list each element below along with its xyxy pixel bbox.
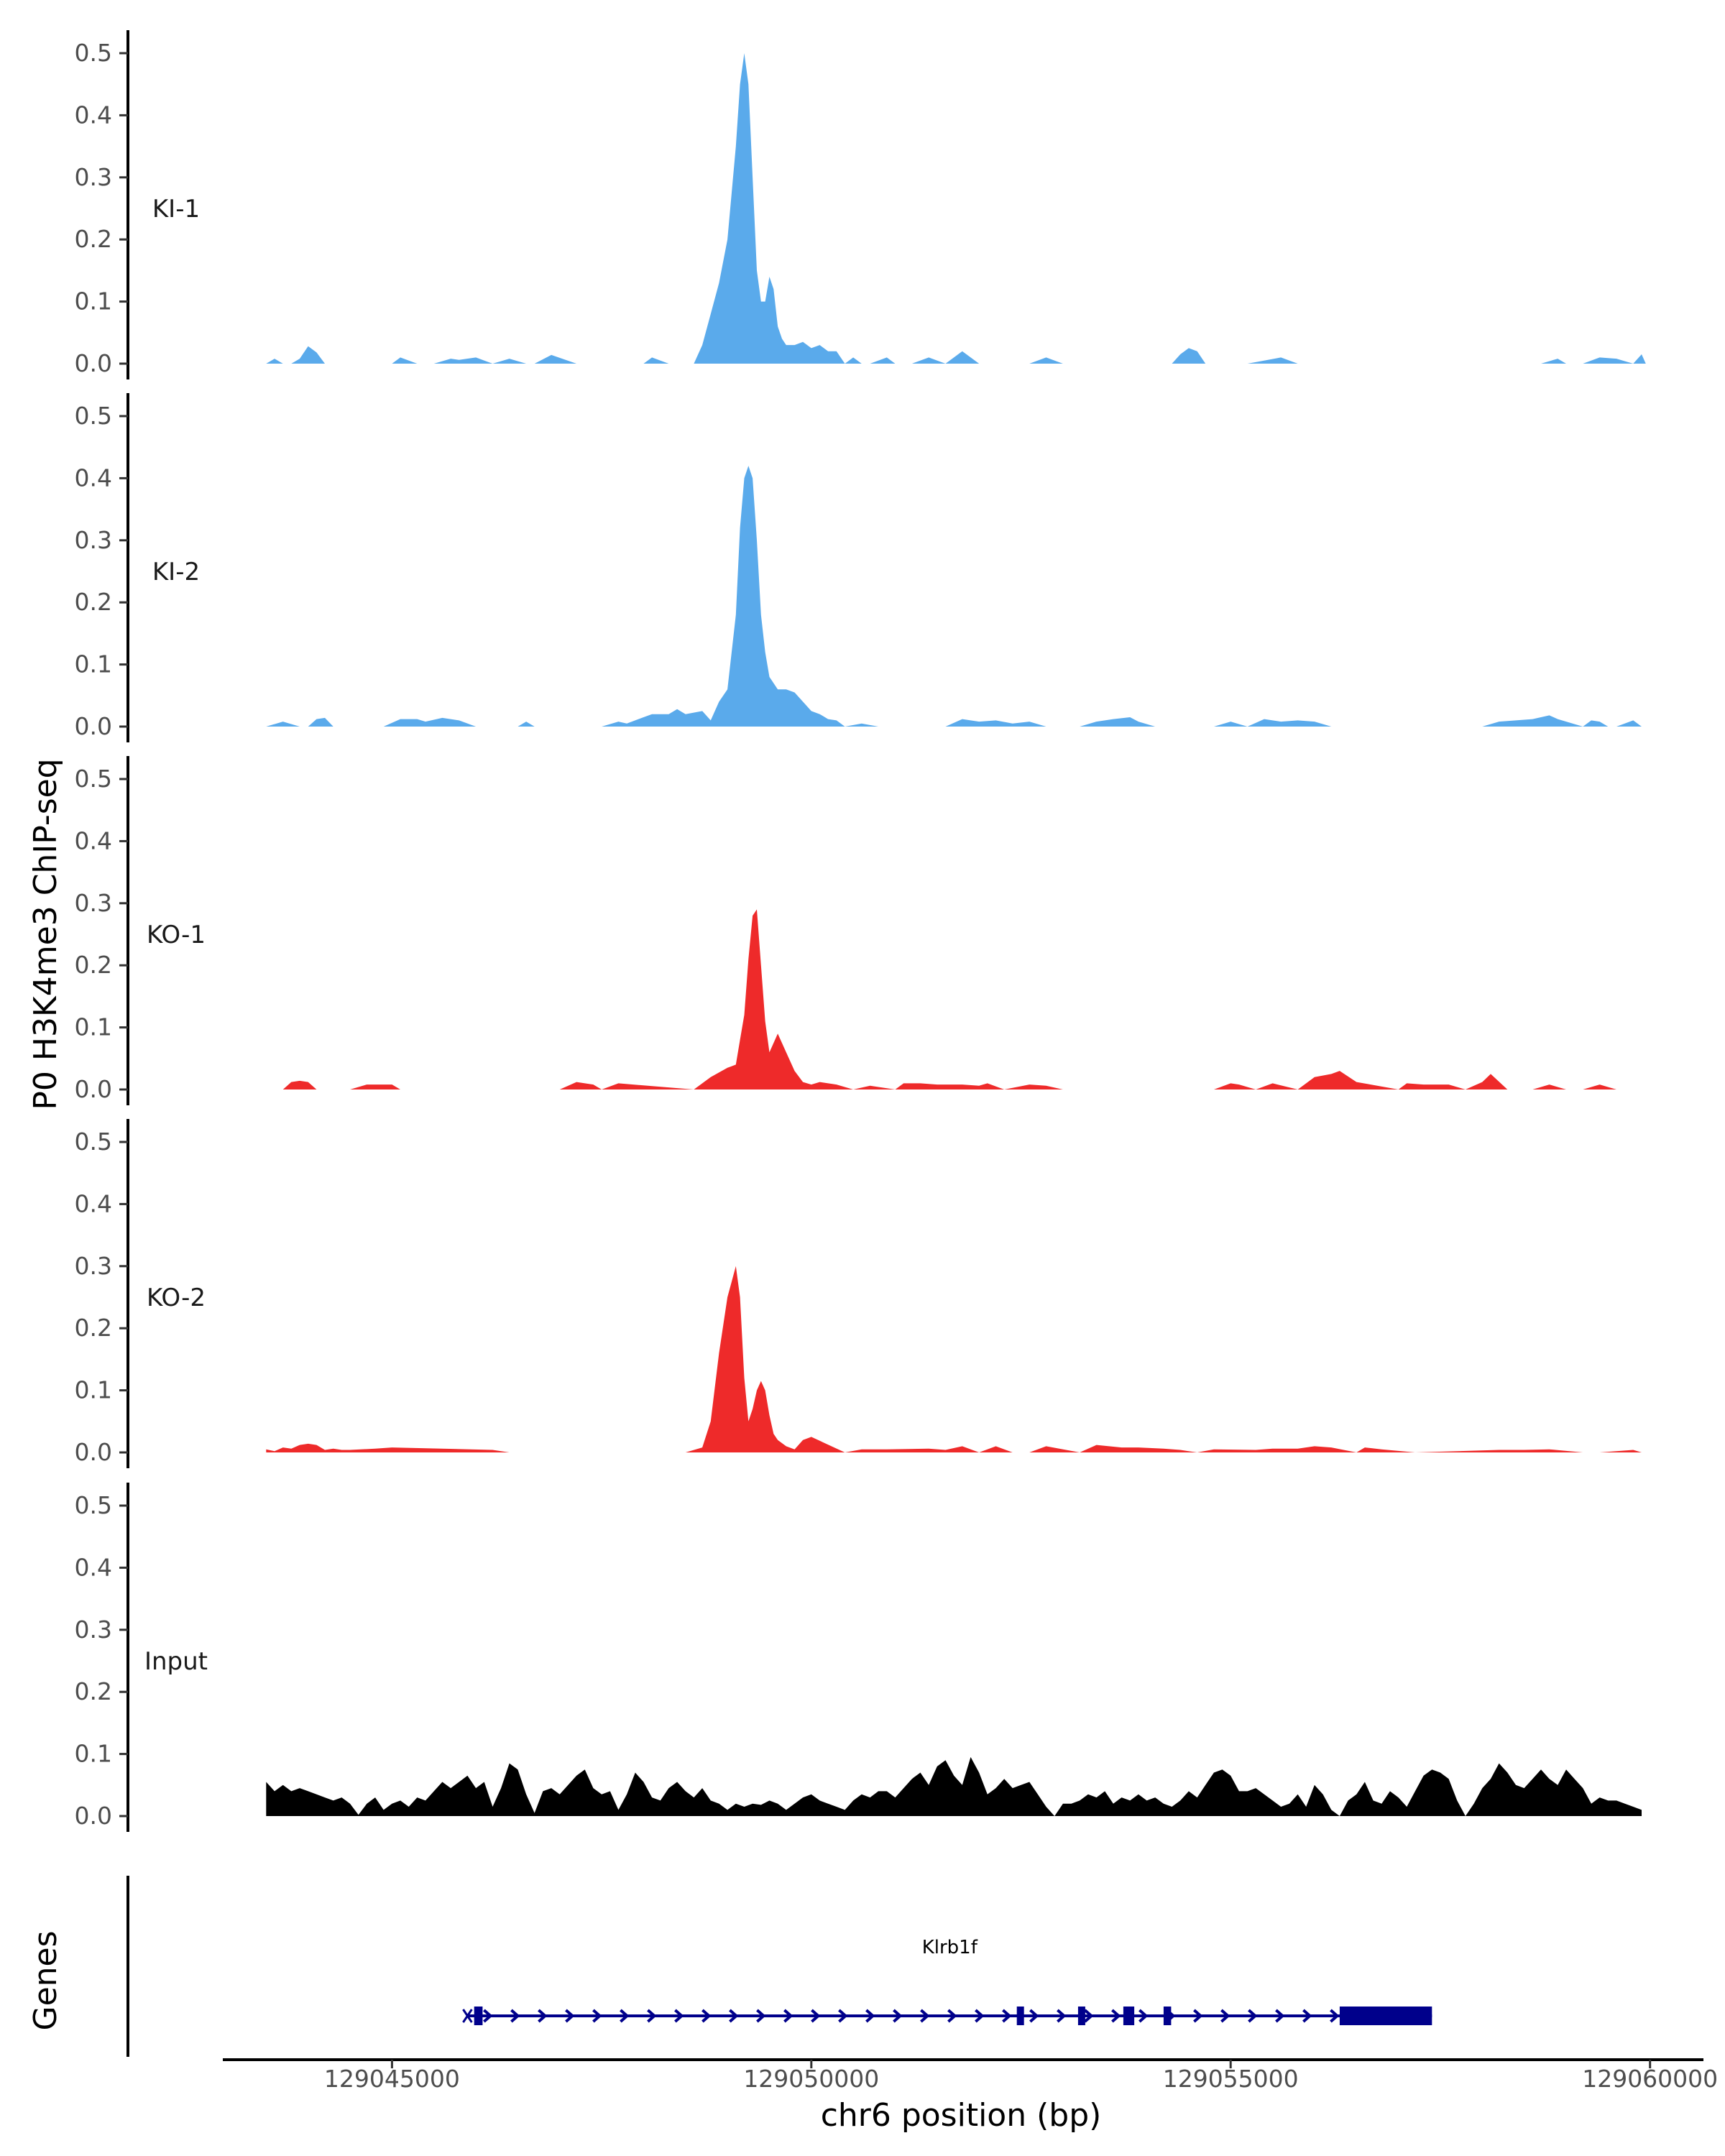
y-tick-label: 0.4 (75, 464, 112, 492)
genes-axis-title: Genes (27, 1930, 64, 2030)
y-tick-label: 0.5 (75, 402, 112, 430)
gene-exon (1077, 2007, 1085, 2025)
gene-exon (1163, 2007, 1172, 2025)
strand-arrow-icon (538, 2009, 548, 2023)
y-tick-label: 0.1 (75, 1013, 112, 1041)
strand-arrow-icon (838, 2009, 848, 2023)
track-area-ki-1 (266, 53, 1646, 364)
y-tick-label: 0.0 (75, 1438, 112, 1466)
track-ko-1: 0.0 0.1 0.2 0.3 0.4 0.5 KO-1 (75, 756, 1617, 1105)
genes-layer: Klrb1f (126, 1876, 1432, 2057)
gene-exon (1339, 2007, 1432, 2025)
strand-arrow-icon (592, 2009, 602, 2023)
y-tick-label: 0.3 (75, 1616, 112, 1644)
strand-arrow-icon (1138, 2009, 1149, 2023)
strand-arrow-icon (893, 2009, 903, 2023)
track-area-ki-2 (266, 466, 1646, 727)
y-tick-label: 0.5 (75, 765, 112, 793)
track-area-ko-1 (282, 909, 1617, 1089)
tracks-layer: 0.0 0.1 0.2 0.3 0.4 0.5 KI-1 0.0 0.1 0.2 0.3 0.4 0.5… (75, 30, 1646, 1832)
strand-arrow-icon (510, 2009, 520, 2023)
strand-arrow-icon (483, 2009, 493, 2023)
track-ko-2: 0.0 0.1 0.2 0.3 0.4 0.5 KO-2 (75, 1119, 1642, 1468)
track-label: KI-2 (152, 558, 200, 586)
strand-arrow-icon (1220, 2009, 1230, 2023)
strand-arrow-icon (729, 2009, 739, 2023)
gene-exon (474, 2007, 483, 2025)
y-tick-label: 0.0 (75, 712, 112, 740)
strand-arrow-icon (865, 2009, 875, 2023)
y-tick-label: 0.2 (75, 225, 112, 253)
y-tick-label: 0.5 (75, 1491, 112, 1519)
y-tick-label: 0.4 (75, 1189, 112, 1217)
strand-arrow-icon (811, 2009, 821, 2023)
x-tick-label: 129055000 (1163, 2065, 1299, 2093)
strand-arrow-icon (1002, 2009, 1012, 2023)
strand-arrow-icon (674, 2009, 684, 2023)
y-tick-label: 0.0 (75, 1075, 112, 1103)
y-tick-label: 0.4 (75, 101, 112, 129)
strand-arrow-icon (702, 2009, 712, 2023)
strand-arrow-icon (975, 2009, 985, 2023)
gene-klrb1f: Klrb1f (462, 1937, 1432, 2025)
track-ki-2: 0.0 0.1 0.2 0.3 0.4 0.5 KI-2 (75, 393, 1646, 742)
y-tick-label: 0.1 (75, 1740, 112, 1768)
y-tick-label: 0.1 (75, 650, 112, 678)
gene-exon (1016, 2007, 1024, 2025)
y-tick-label: 0.1 (75, 1376, 112, 1404)
y-tick-label: 0.4 (75, 826, 112, 854)
strand-arrow-icon (1330, 2009, 1340, 2023)
strand-arrow-icon (647, 2009, 657, 2023)
y-tick-label: 0.2 (75, 1677, 112, 1705)
strand-arrow-icon (620, 2009, 630, 2023)
strand-arrow-icon (947, 2009, 957, 2023)
strand-arrow-icon (1029, 2009, 1039, 2023)
y-tick-label: 0.4 (75, 1553, 112, 1581)
track-label: KO-1 (147, 921, 206, 949)
strand-arrow-icon (1057, 2009, 1067, 2023)
strand-arrow-icon (1111, 2009, 1121, 2023)
y-tick-label: 0.5 (75, 1128, 112, 1156)
gene-exon (1123, 2007, 1135, 2025)
y-tick-label: 0.2 (75, 951, 112, 979)
y-tick-label: 0.2 (75, 1314, 112, 1342)
strand-arrow-icon (1193, 2009, 1203, 2023)
track-area-input (266, 1756, 1642, 1816)
track-ki-1: 0.0 0.1 0.2 0.3 0.4 0.5 KI-1 (75, 30, 1646, 379)
y-tick-label: 0.3 (75, 163, 112, 191)
gene-name-label: Klrb1f (922, 1937, 978, 1958)
x-tick-label: 129045000 (324, 2065, 460, 2093)
y-tick-label: 0.2 (75, 588, 112, 616)
y-tick-label: 0.1 (75, 287, 112, 315)
track-label: Input (144, 1647, 208, 1676)
strand-arrow-icon (783, 2009, 794, 2023)
y-axis-title: P0 H3K4me3 ChIP-seq (27, 758, 64, 1110)
track-area-ko-2 (266, 1266, 1642, 1452)
x-tick-label: 129060000 (1582, 2065, 1718, 2093)
y-tick-label: 0.3 (75, 526, 112, 554)
strand-arrow-icon (1302, 2009, 1312, 2023)
x-tick-label: 129050000 (743, 2065, 879, 2093)
y-tick-label: 0.0 (75, 349, 112, 377)
strand-arrow-icon (920, 2009, 930, 2023)
strand-arrow-icon (1084, 2009, 1094, 2023)
track-label: KI-1 (152, 195, 200, 224)
y-tick-label: 0.3 (75, 889, 112, 917)
track-label: KO-2 (147, 1284, 206, 1312)
y-tick-label: 0.5 (75, 39, 112, 67)
gene-start-icon (462, 2009, 473, 2023)
strand-arrow-icon (1248, 2009, 1258, 2023)
strand-arrow-icon (1275, 2009, 1285, 2023)
strand-arrow-icon (756, 2009, 766, 2023)
x-axis: 129045000 129050000 129055000 129060000 (223, 2058, 1718, 2093)
strand-arrow-icon (565, 2009, 575, 2023)
x-axis-title: chr6 position (bp) (821, 2097, 1102, 2134)
y-tick-label: 0.0 (75, 1802, 112, 1830)
y-tick-label: 0.3 (75, 1252, 112, 1280)
track-input: 0.0 0.1 0.2 0.3 0.4 0.5 Input (75, 1483, 1642, 1832)
